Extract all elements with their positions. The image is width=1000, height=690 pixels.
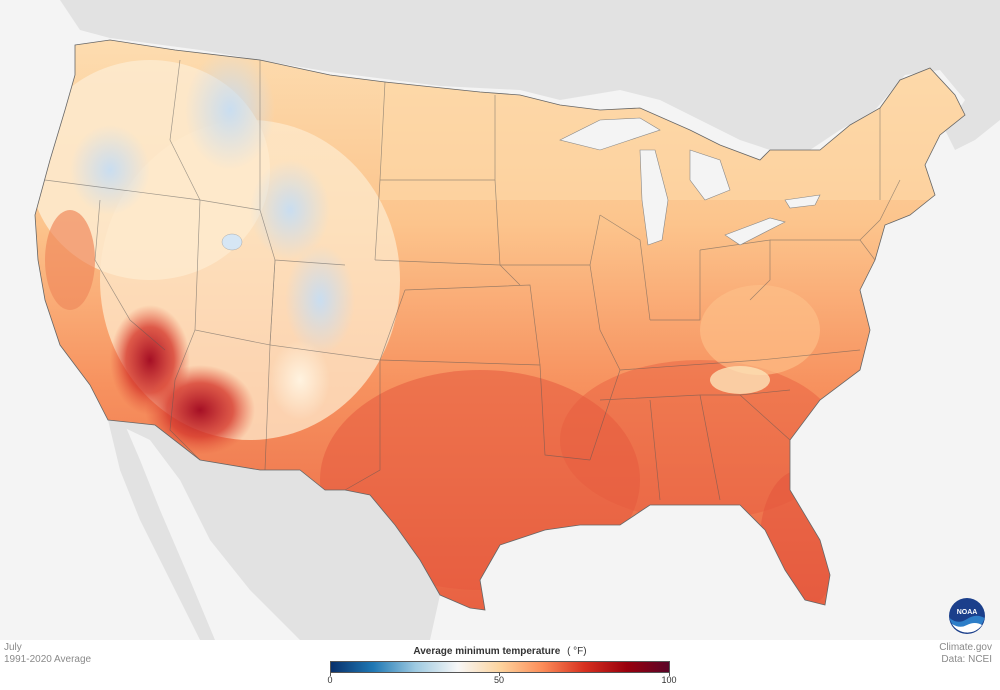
month-label: July bbox=[4, 642, 22, 653]
temperature-map bbox=[0, 0, 1000, 640]
lake-huron bbox=[689, 149, 731, 201]
noaa-logo: NOAA bbox=[949, 598, 985, 634]
canada-land bbox=[0, 0, 1000, 150]
source-info: Climate.gov Data: NCEI bbox=[939, 642, 992, 666]
mexico-land bbox=[108, 420, 440, 640]
legend-tick-mark-50 bbox=[499, 673, 500, 676]
lake-erie bbox=[724, 217, 786, 246]
legend-tick-50: 50 bbox=[493, 675, 505, 685]
source-site: Climate.gov bbox=[939, 642, 992, 653]
noaa-logo-text: NOAA bbox=[957, 609, 978, 616]
great-lakes bbox=[559, 117, 821, 246]
legend-title-text: Average minimum temperature bbox=[413, 646, 561, 657]
legend-tick-100: 100 bbox=[661, 675, 677, 685]
legend-color-bar bbox=[330, 661, 670, 673]
baja-peninsula bbox=[108, 420, 215, 640]
legend-tick-mark-100 bbox=[669, 673, 670, 676]
legend-unit: ( °F) bbox=[567, 646, 587, 657]
lake-ontario bbox=[784, 194, 821, 209]
lake-michigan bbox=[639, 149, 669, 246]
great-salt-lake bbox=[221, 233, 243, 251]
footer: July 1991-2020 Average Average minimum t… bbox=[0, 640, 1000, 690]
source-data: Data: NCEI bbox=[941, 654, 992, 665]
lake-superior bbox=[559, 117, 661, 151]
state-boundaries bbox=[44, 59, 901, 501]
period-label: 1991-2020 Average bbox=[4, 654, 92, 665]
usa-outline bbox=[34, 39, 966, 611]
map-period-info: July 1991-2020 Average bbox=[4, 642, 91, 666]
legend-tick-0: 0 bbox=[327, 675, 333, 685]
legend-title: Average minimum temperature ( °F) bbox=[330, 646, 670, 657]
legend-tick-mark-0 bbox=[330, 673, 331, 676]
